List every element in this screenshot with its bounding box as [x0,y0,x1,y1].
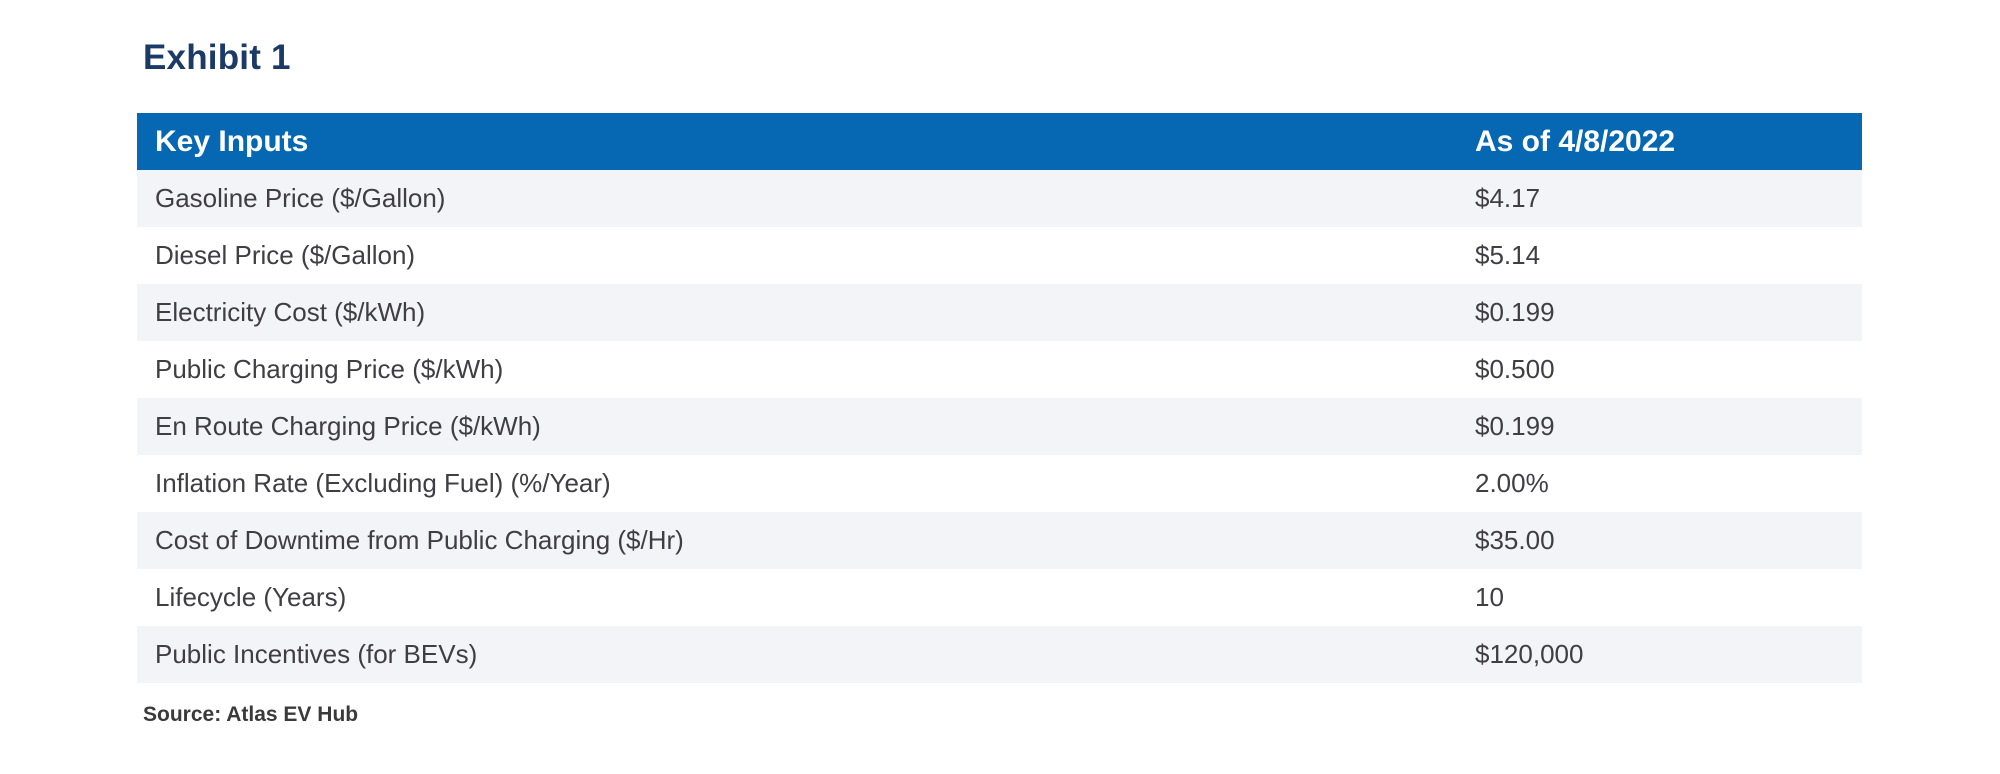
row-value: $0.199 [1457,284,1862,341]
table-row: En Route Charging Price ($/kWh) $0.199 [137,398,1862,455]
table-row: Electricity Cost ($/kWh) $0.199 [137,284,1862,341]
row-value: $0.500 [1457,341,1862,398]
row-label: Public Charging Price ($/kWh) [137,341,1457,398]
row-value: $120,000 [1457,626,1862,683]
row-value: $35.00 [1457,512,1862,569]
table-row: Gasoline Price ($/Gallon) $4.17 [137,170,1862,227]
table-row: Inflation Rate (Excluding Fuel) (%/Year)… [137,455,1862,512]
key-inputs-table: Key Inputs As of 4/8/2022 Gasoline Price… [137,113,1862,683]
table-row: Public Incentives (for BEVs) $120,000 [137,626,1862,683]
row-label: Diesel Price ($/Gallon) [137,227,1457,284]
table-row: Diesel Price ($/Gallon) $5.14 [137,227,1862,284]
table-header-row: Key Inputs As of 4/8/2022 [137,113,1862,170]
row-value: $0.199 [1457,398,1862,455]
exhibit-title: Exhibit 1 [143,38,291,77]
column-header-as-of-date: As of 4/8/2022 [1457,113,1862,170]
row-value: $5.14 [1457,227,1862,284]
row-label: Lifecycle (Years) [137,569,1457,626]
row-value: 2.00% [1457,455,1862,512]
table-row: Public Charging Price ($/kWh) $0.500 [137,341,1862,398]
table-row: Lifecycle (Years) 10 [137,569,1862,626]
row-label: Cost of Downtime from Public Charging ($… [137,512,1457,569]
column-header-key-inputs: Key Inputs [137,113,1457,170]
row-value: 10 [1457,569,1862,626]
row-label: En Route Charging Price ($/kWh) [137,398,1457,455]
row-value: $4.17 [1457,170,1862,227]
row-label: Inflation Rate (Excluding Fuel) (%/Year) [137,455,1457,512]
row-label: Gasoline Price ($/Gallon) [137,170,1457,227]
table-row: Cost of Downtime from Public Charging ($… [137,512,1862,569]
row-label: Public Incentives (for BEVs) [137,626,1457,683]
row-label: Electricity Cost ($/kWh) [137,284,1457,341]
source-note: Source: Atlas EV Hub [143,703,359,726]
